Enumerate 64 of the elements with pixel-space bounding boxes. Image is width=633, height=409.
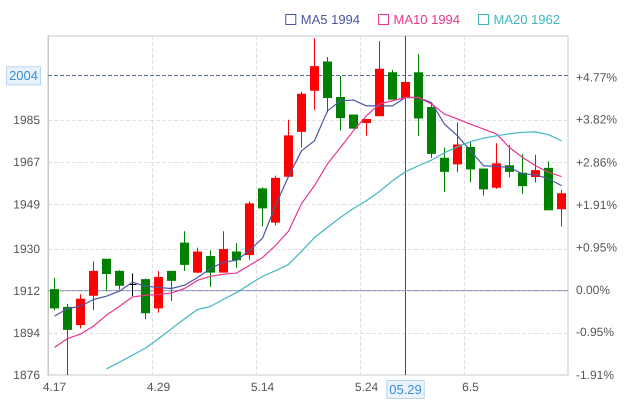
candlestick xyxy=(128,273,137,296)
x-tick-label: 5.24 xyxy=(354,380,378,394)
legend-label: MA20 1962 xyxy=(494,12,560,27)
candlestick xyxy=(492,142,501,190)
candlestick xyxy=(453,122,462,173)
candlestick xyxy=(115,270,124,290)
candlestick xyxy=(323,56,332,113)
candlestick xyxy=(544,161,553,211)
y2-tick-label: +4.77% xyxy=(576,70,618,84)
y-tick-label: 2004 xyxy=(9,68,38,84)
candlestick xyxy=(219,230,228,273)
candlestick xyxy=(440,147,449,193)
candlestick xyxy=(310,38,319,111)
candlestick xyxy=(141,278,150,320)
candlestick xyxy=(89,260,98,311)
y-tick-label: 1894 xyxy=(13,326,40,340)
candlestick xyxy=(232,242,241,268)
x-tick-label: 4.17 xyxy=(42,380,66,394)
candlestick xyxy=(76,294,85,329)
candlestick xyxy=(401,80,410,98)
candlestick xyxy=(466,142,475,183)
y2-tick-label: +1.91% xyxy=(576,198,618,212)
candlestick xyxy=(518,154,527,194)
candlestick xyxy=(297,91,306,148)
x-tick-label: 4.29 xyxy=(146,380,170,394)
y2-tick-label: +0.95% xyxy=(576,240,618,255)
candlestick xyxy=(284,119,293,177)
candlestick xyxy=(427,104,436,159)
candlestick xyxy=(258,186,267,228)
legend-label: MA10 1994 xyxy=(394,12,460,27)
candlestick xyxy=(414,54,423,136)
x-tick-label: 05.29 xyxy=(389,382,422,397)
candlestick xyxy=(63,303,72,376)
candlestick xyxy=(154,270,163,314)
candlestick xyxy=(102,258,111,292)
y-tick-label: 1985 xyxy=(13,113,40,128)
y2-tick-label: -0.95% xyxy=(576,325,614,340)
y2-tick-label: +2.86% xyxy=(576,156,618,170)
y2-tick-label: -1.91% xyxy=(576,368,614,382)
candlestick xyxy=(557,189,566,228)
y-tick-label: 1912 xyxy=(13,284,40,298)
candlestick xyxy=(349,114,358,130)
candlestick xyxy=(206,250,215,288)
candlestick xyxy=(180,230,189,272)
y-tick-label: 1967 xyxy=(13,155,40,170)
y2-tick-label: +3.82% xyxy=(576,112,618,127)
candlestick xyxy=(271,175,280,226)
line-series xyxy=(106,131,562,370)
y-tick-label: 1930 xyxy=(13,242,40,256)
x-tick-label: 6.5 xyxy=(462,380,480,394)
candlestick xyxy=(245,201,254,260)
candlestick xyxy=(375,40,384,116)
candlestick xyxy=(479,168,488,196)
y-tick-label: 1876 xyxy=(13,368,40,382)
candlestick xyxy=(167,270,176,302)
candlestick xyxy=(50,277,59,311)
candlestick xyxy=(336,75,345,132)
candlestick xyxy=(193,247,202,274)
legend-label: MA5 1994 xyxy=(300,12,360,27)
candlestick xyxy=(362,118,371,136)
x-tick-label: 5.14 xyxy=(250,380,274,394)
y-tick-label: 1949 xyxy=(13,197,40,212)
y2-tick-label: 0.00% xyxy=(576,282,610,297)
candlestick xyxy=(388,69,397,100)
